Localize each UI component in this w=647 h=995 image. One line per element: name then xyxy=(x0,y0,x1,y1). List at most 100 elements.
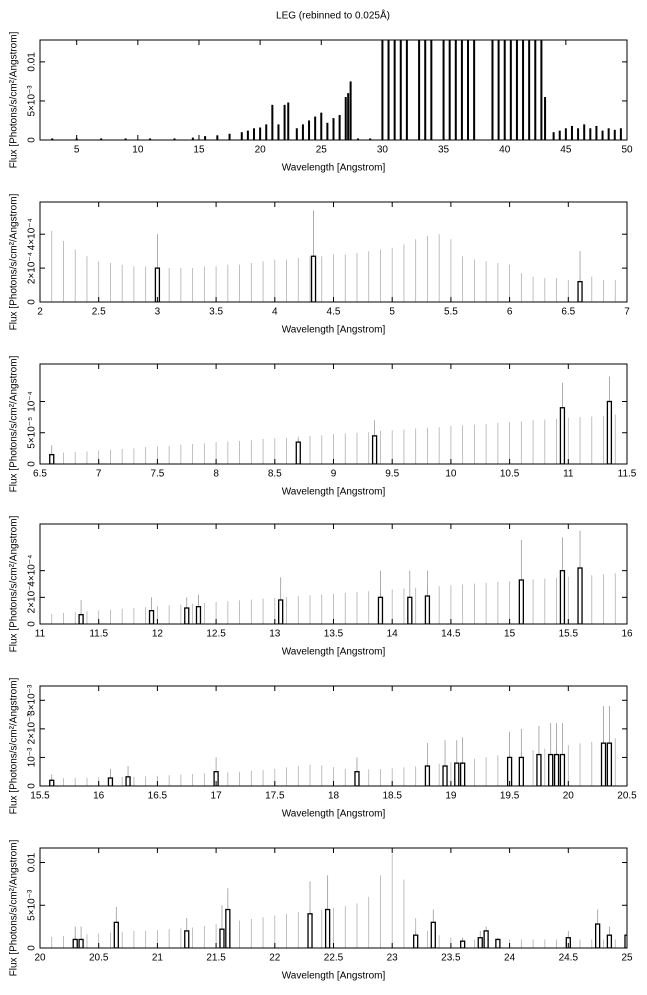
spectrum-bar xyxy=(601,130,604,140)
x-tick-label: 8.5 xyxy=(268,469,282,480)
y-tick-label: 0 xyxy=(27,945,38,951)
y-axis-label: Flux [Photons/s/cm²/Angstrom] xyxy=(9,31,20,168)
x-axis-label: Wavelength [Angstrom] xyxy=(282,325,386,336)
spectrum-bar xyxy=(347,93,350,140)
detection-bar xyxy=(49,453,55,464)
detection-bar xyxy=(595,923,601,948)
x-tick-label: 20 xyxy=(34,953,46,964)
x-tick-label: 20 xyxy=(563,791,575,802)
spectrum-bar xyxy=(454,40,457,140)
detection-bar xyxy=(324,908,331,948)
spectrum-bar xyxy=(314,116,317,140)
detection-bar xyxy=(477,937,483,948)
spectrum-bar xyxy=(191,137,194,140)
spectrum-bar xyxy=(356,138,359,140)
spectrum-bar xyxy=(577,128,580,140)
x-tick-label: 45 xyxy=(560,145,572,156)
detection-bar xyxy=(49,779,55,786)
spectrum-bar xyxy=(509,40,512,140)
detection-bar xyxy=(559,407,566,464)
x-tick-label: 40 xyxy=(499,145,511,156)
x-tick-label: 6 xyxy=(507,307,513,318)
detection-bar xyxy=(600,742,607,786)
spectrum-bar xyxy=(497,40,500,140)
detection-bar xyxy=(624,934,627,948)
spectrum-bar xyxy=(515,40,518,140)
plot-area xyxy=(40,376,616,464)
x-tick-label: 20 xyxy=(255,145,267,156)
spectrum-bar xyxy=(552,132,555,140)
detection-bar xyxy=(78,614,84,624)
x-tick-label: 17.5 xyxy=(265,791,285,802)
plot-area xyxy=(40,853,627,948)
x-axis-label: Wavelength [Angstrom] xyxy=(282,647,386,658)
x-tick-label: 16 xyxy=(93,791,105,802)
spectrum-bar xyxy=(534,40,537,140)
detection-bar xyxy=(184,607,190,624)
y-tick-label: 2×10⁻⁴ xyxy=(27,252,38,284)
x-tick-label: 5 xyxy=(74,145,80,156)
detection-bar xyxy=(442,765,448,786)
spectrum-bar xyxy=(344,97,347,140)
spectrum-bar xyxy=(564,128,567,140)
spectrum-bar xyxy=(240,132,243,140)
y-tick-label: 10⁻³ xyxy=(27,747,38,767)
detection-bar xyxy=(213,771,219,786)
detection-bar xyxy=(219,928,225,948)
y-tick-label: 0 xyxy=(27,299,38,305)
spectrum-bar xyxy=(570,125,573,140)
spectrum-bar xyxy=(613,129,616,140)
spectrum-bar xyxy=(418,40,421,140)
y-axis-label: Flux [Photons/s/cm²/Angstrom] xyxy=(9,839,20,976)
spectrum-bar xyxy=(287,102,290,140)
x-tick-label: 23 xyxy=(387,953,399,964)
spectrum-bar xyxy=(253,128,256,140)
y-tick-label: 5×10⁻⁵ xyxy=(27,417,38,449)
spectrum-bar xyxy=(173,138,176,140)
spectrum-bar xyxy=(338,115,341,140)
detection-bar xyxy=(483,930,489,948)
spectrum-bar xyxy=(558,130,561,140)
detection-bar xyxy=(377,596,384,624)
detection-bar xyxy=(424,595,431,624)
detection-bar xyxy=(459,762,466,786)
plot-area xyxy=(40,530,616,624)
y-axis-label: Flux [Photons/s/cm²/Angstrom] xyxy=(9,677,20,814)
spectrum-bar xyxy=(405,40,408,140)
detection-bar xyxy=(225,908,231,948)
x-tick-label: 30 xyxy=(377,145,389,156)
spectrum-bar xyxy=(442,40,445,140)
x-tick-label: 13.5 xyxy=(324,629,344,640)
x-tick-label: 5.5 xyxy=(444,307,458,318)
x-tick-label: 11.5 xyxy=(89,629,108,640)
x-tick-label: 22 xyxy=(269,953,281,964)
x-tick-label: 16 xyxy=(621,629,633,640)
detection-bar xyxy=(577,281,583,302)
x-tick-label: 25 xyxy=(621,953,633,964)
detection-bar xyxy=(459,940,466,948)
spectrum-bar xyxy=(51,138,54,140)
x-tick-label: 2.5 xyxy=(92,307,106,318)
x-tick-label: 6.5 xyxy=(33,469,47,480)
spectrum-bar xyxy=(491,40,494,140)
y-tick-label: 0 xyxy=(27,461,38,467)
y-tick-label: 0 xyxy=(27,783,38,789)
x-tick-label: 20.5 xyxy=(89,953,109,964)
spectrum-bar xyxy=(544,97,547,140)
spectrum-bar xyxy=(448,40,451,140)
detection-bar xyxy=(518,756,524,786)
spectrum-bar xyxy=(595,125,598,140)
x-tick-label: 15.5 xyxy=(559,629,579,640)
spectrum-bar xyxy=(326,122,329,140)
spectrum-bar xyxy=(589,128,592,140)
x-tick-label: 7 xyxy=(96,469,102,480)
x-tick-label: 2 xyxy=(37,307,43,318)
spectrum-bar xyxy=(277,124,280,140)
x-tick-label: 35 xyxy=(438,145,450,156)
detection-bar xyxy=(154,267,161,302)
detection-bar xyxy=(107,777,114,786)
x-tick-label: 10.5 xyxy=(500,469,520,480)
detection-bar xyxy=(371,435,378,464)
x-tick-label: 3.5 xyxy=(209,307,223,318)
x-tick-label: 4 xyxy=(272,307,278,318)
